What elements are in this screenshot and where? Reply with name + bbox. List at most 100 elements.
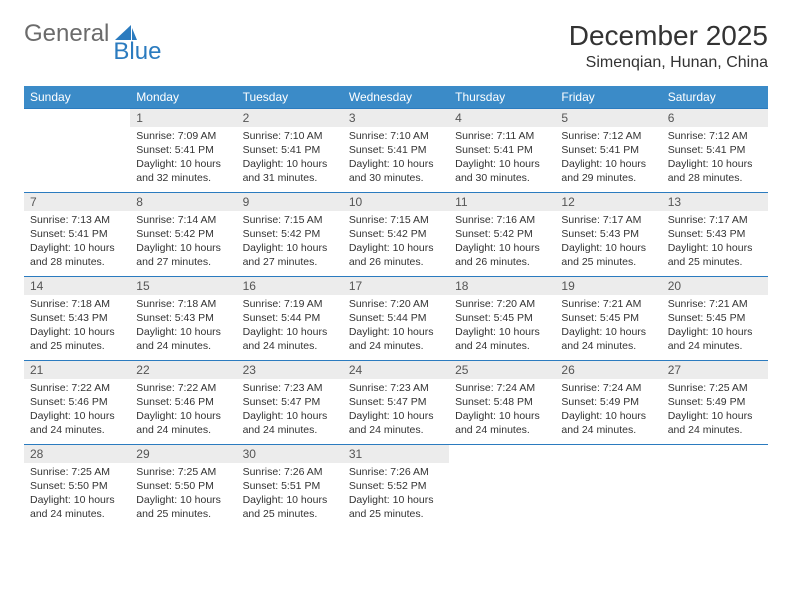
day-content-cell: Sunrise: 7:18 AMSunset: 5:43 PMDaylight:…: [24, 295, 130, 361]
day-content-cell: Sunrise: 7:12 AMSunset: 5:41 PMDaylight:…: [662, 127, 768, 193]
day-content-cell: Sunrise: 7:11 AMSunset: 5:41 PMDaylight:…: [449, 127, 555, 193]
daylight-line: Daylight: 10 hours and 24 minutes.: [136, 325, 230, 353]
day-content-cell: Sunrise: 7:26 AMSunset: 5:51 PMDaylight:…: [237, 463, 343, 529]
day-content-cell: [662, 463, 768, 529]
daylight-line: Daylight: 10 hours and 26 minutes.: [455, 241, 549, 269]
day-content-cell: Sunrise: 7:22 AMSunset: 5:46 PMDaylight:…: [130, 379, 236, 445]
day-number-cell: 8: [130, 193, 236, 211]
title-block: December 2025 Simenqian, Hunan, China: [569, 20, 768, 72]
sunset-line: Sunset: 5:50 PM: [30, 479, 124, 493]
day-number-cell: 19: [555, 277, 661, 295]
day-number-cell: 29: [130, 445, 236, 463]
sunrise-line: Sunrise: 7:22 AM: [136, 381, 230, 395]
day-content-cell: Sunrise: 7:16 AMSunset: 5:42 PMDaylight:…: [449, 211, 555, 277]
daylight-line: Daylight: 10 hours and 24 minutes.: [30, 409, 124, 437]
sunrise-line: Sunrise: 7:24 AM: [561, 381, 655, 395]
day-content-cell: Sunrise: 7:10 AMSunset: 5:41 PMDaylight:…: [237, 127, 343, 193]
day-number-cell: 22: [130, 361, 236, 379]
daylight-line: Daylight: 10 hours and 24 minutes.: [30, 493, 124, 521]
daylight-line: Daylight: 10 hours and 25 minutes.: [349, 493, 443, 521]
sunrise-line: Sunrise: 7:17 AM: [561, 213, 655, 227]
month-title: December 2025: [569, 20, 768, 52]
day-number-row: 28293031: [24, 445, 768, 463]
daylight-line: Daylight: 10 hours and 31 minutes.: [243, 157, 337, 185]
sunset-line: Sunset: 5:50 PM: [136, 479, 230, 493]
day-header: Tuesday: [237, 86, 343, 109]
sunrise-line: Sunrise: 7:15 AM: [243, 213, 337, 227]
day-number-cell: 25: [449, 361, 555, 379]
day-header-row: SundayMondayTuesdayWednesdayThursdayFrid…: [24, 86, 768, 109]
day-number-row: 123456: [24, 109, 768, 127]
day-number-cell: 4: [449, 109, 555, 127]
day-content-cell: Sunrise: 7:20 AMSunset: 5:45 PMDaylight:…: [449, 295, 555, 361]
sunset-line: Sunset: 5:41 PM: [349, 143, 443, 157]
sunrise-line: Sunrise: 7:19 AM: [243, 297, 337, 311]
sunset-line: Sunset: 5:43 PM: [136, 311, 230, 325]
day-content-cell: Sunrise: 7:17 AMSunset: 5:43 PMDaylight:…: [662, 211, 768, 277]
day-number-cell: 23: [237, 361, 343, 379]
day-number-cell: 6: [662, 109, 768, 127]
day-number-cell: 30: [237, 445, 343, 463]
day-content-cell: [555, 463, 661, 529]
sunrise-line: Sunrise: 7:14 AM: [136, 213, 230, 227]
daylight-line: Daylight: 10 hours and 27 minutes.: [243, 241, 337, 269]
daylight-line: Daylight: 10 hours and 24 minutes.: [668, 325, 762, 353]
day-number-row: 21222324252627: [24, 361, 768, 379]
daylight-line: Daylight: 10 hours and 24 minutes.: [455, 325, 549, 353]
daylight-line: Daylight: 10 hours and 25 minutes.: [668, 241, 762, 269]
day-content-cell: Sunrise: 7:14 AMSunset: 5:42 PMDaylight:…: [130, 211, 236, 277]
sunset-line: Sunset: 5:43 PM: [668, 227, 762, 241]
sunrise-line: Sunrise: 7:10 AM: [349, 129, 443, 143]
day-number-cell: 20: [662, 277, 768, 295]
sunrise-line: Sunrise: 7:21 AM: [561, 297, 655, 311]
sunrise-line: Sunrise: 7:26 AM: [243, 465, 337, 479]
day-content-cell: Sunrise: 7:22 AMSunset: 5:46 PMDaylight:…: [24, 379, 130, 445]
day-number-cell: 28: [24, 445, 130, 463]
day-content-cell: Sunrise: 7:23 AMSunset: 5:47 PMDaylight:…: [343, 379, 449, 445]
sunset-line: Sunset: 5:51 PM: [243, 479, 337, 493]
sunrise-line: Sunrise: 7:09 AM: [136, 129, 230, 143]
sunset-line: Sunset: 5:52 PM: [349, 479, 443, 493]
day-number-cell: 16: [237, 277, 343, 295]
sunset-line: Sunset: 5:47 PM: [243, 395, 337, 409]
day-content-cell: Sunrise: 7:23 AMSunset: 5:47 PMDaylight:…: [237, 379, 343, 445]
day-number-cell: [662, 445, 768, 463]
calendar-table: SundayMondayTuesdayWednesdayThursdayFrid…: [24, 86, 768, 529]
day-header: Monday: [130, 86, 236, 109]
day-content-cell: Sunrise: 7:24 AMSunset: 5:49 PMDaylight:…: [555, 379, 661, 445]
sunset-line: Sunset: 5:45 PM: [455, 311, 549, 325]
daylight-line: Daylight: 10 hours and 29 minutes.: [561, 157, 655, 185]
sunset-line: Sunset: 5:44 PM: [243, 311, 337, 325]
day-number-row: 14151617181920: [24, 277, 768, 295]
daylight-line: Daylight: 10 hours and 24 minutes.: [349, 409, 443, 437]
daylight-line: Daylight: 10 hours and 24 minutes.: [561, 325, 655, 353]
sunrise-line: Sunrise: 7:18 AM: [136, 297, 230, 311]
daylight-line: Daylight: 10 hours and 25 minutes.: [136, 493, 230, 521]
sunset-line: Sunset: 5:49 PM: [561, 395, 655, 409]
sunrise-line: Sunrise: 7:11 AM: [455, 129, 549, 143]
day-content-cell: [24, 127, 130, 193]
sunset-line: Sunset: 5:41 PM: [30, 227, 124, 241]
day-number-cell: 21: [24, 361, 130, 379]
day-content-row: Sunrise: 7:18 AMSunset: 5:43 PMDaylight:…: [24, 295, 768, 361]
sunset-line: Sunset: 5:42 PM: [136, 227, 230, 241]
sunset-line: Sunset: 5:46 PM: [136, 395, 230, 409]
day-header: Wednesday: [343, 86, 449, 109]
sunset-line: Sunset: 5:41 PM: [668, 143, 762, 157]
day-number-cell: 24: [343, 361, 449, 379]
day-number-cell: 9: [237, 193, 343, 211]
sunset-line: Sunset: 5:41 PM: [243, 143, 337, 157]
sunrise-line: Sunrise: 7:13 AM: [30, 213, 124, 227]
daylight-line: Daylight: 10 hours and 24 minutes.: [349, 325, 443, 353]
day-content-cell: Sunrise: 7:10 AMSunset: 5:41 PMDaylight:…: [343, 127, 449, 193]
sunrise-line: Sunrise: 7:20 AM: [455, 297, 549, 311]
logo: General Blue: [24, 20, 185, 48]
sunset-line: Sunset: 5:41 PM: [136, 143, 230, 157]
day-number-cell: 27: [662, 361, 768, 379]
day-number-cell: 1: [130, 109, 236, 127]
sunrise-line: Sunrise: 7:24 AM: [455, 381, 549, 395]
day-content-cell: Sunrise: 7:26 AMSunset: 5:52 PMDaylight:…: [343, 463, 449, 529]
day-content-cell: Sunrise: 7:25 AMSunset: 5:50 PMDaylight:…: [24, 463, 130, 529]
day-number-cell: 2: [237, 109, 343, 127]
day-content-row: Sunrise: 7:09 AMSunset: 5:41 PMDaylight:…: [24, 127, 768, 193]
